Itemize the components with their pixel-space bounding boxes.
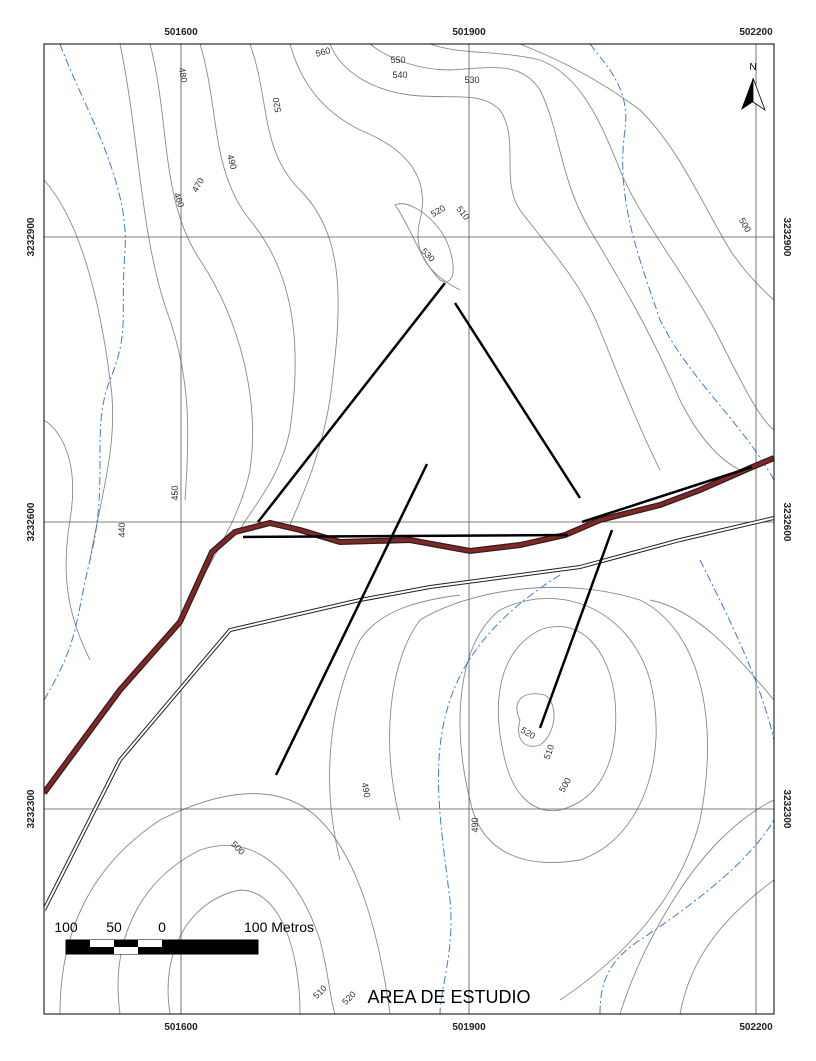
scale-label: 0 xyxy=(158,919,166,935)
contour-label: 480 xyxy=(177,67,189,84)
map-frame xyxy=(43,43,775,1015)
survey-lines xyxy=(242,282,753,776)
easting-label: 501900 xyxy=(452,1022,486,1033)
contour-label: 530 xyxy=(464,75,479,85)
easting-label: 501600 xyxy=(164,27,198,38)
contour-label: 520 xyxy=(271,97,283,114)
survey-line xyxy=(274,463,429,776)
coordinate-labels: 501600 501600 501900 501900 502200 502200 3232… xyxy=(26,27,792,1033)
northing-label: 3232900 xyxy=(781,218,792,257)
contour-label: 510 xyxy=(542,743,557,761)
map-title: AREA DE ESTUDIO xyxy=(367,987,530,1007)
northing-label: 3232600 xyxy=(26,502,37,541)
contour-label: 540 xyxy=(392,70,407,80)
easting-label: 502200 xyxy=(739,27,773,38)
northing-label: 3232300 xyxy=(781,790,792,829)
survey-line xyxy=(538,529,614,729)
contour-label: 490 xyxy=(360,782,372,799)
contour-label: 440 xyxy=(117,522,127,537)
north-label: N xyxy=(749,62,756,73)
easting-label: 501600 xyxy=(164,1022,198,1033)
northing-label: 3232300 xyxy=(26,789,37,828)
scale-bar: 100 50 0 100 Metros xyxy=(54,919,314,955)
road-double xyxy=(44,516,774,911)
contour-label: 550 xyxy=(390,55,405,65)
survey-line xyxy=(453,302,582,499)
grid xyxy=(44,44,774,1014)
road-main xyxy=(44,456,774,795)
easting-label: 502200 xyxy=(739,1022,773,1033)
contour-label: 490 xyxy=(225,153,239,170)
northing-label: 3232600 xyxy=(781,503,792,542)
survey-line xyxy=(257,282,446,523)
streams xyxy=(44,44,774,1014)
northing-label: 3232900 xyxy=(26,217,37,256)
easting-label: 501900 xyxy=(452,27,486,38)
survey-line xyxy=(581,465,753,524)
contour-label: 460 xyxy=(172,191,187,209)
scale-label: 100 xyxy=(54,919,78,935)
contour-label: 450 xyxy=(170,485,180,500)
contour-label: 490 xyxy=(470,817,480,832)
scale-label: 100 Metros xyxy=(244,919,314,935)
survey-line xyxy=(242,533,569,539)
north-arrow: N xyxy=(741,62,766,112)
contour-label: 560 xyxy=(314,45,331,59)
scale-label: 50 xyxy=(106,919,122,935)
